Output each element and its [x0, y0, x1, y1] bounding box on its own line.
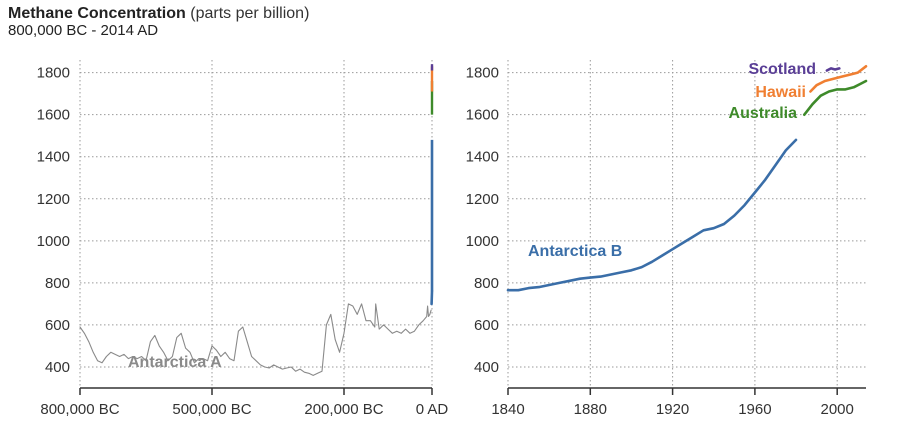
series-label-scotland: Scotland	[748, 61, 816, 78]
right-y-tick-label: 1000	[466, 233, 499, 250]
right-x-tick-label: 1840	[491, 401, 524, 418]
right-x-tick-label: 1880	[574, 401, 607, 418]
right-panel-modern: 400 600 800 1000 1200 1400 1600 1800 1840 1880 192…	[466, 60, 868, 418]
left-x-tick-label: 500,000 BC	[172, 401, 251, 418]
chart-units: (parts per billion)	[190, 5, 310, 22]
right-x-tick-label: 1960	[738, 401, 771, 418]
chart-subtitle: 800,000 BC - 2014 AD	[8, 22, 159, 39]
title-line: Methane Concentration (parts per billion…	[8, 5, 309, 22]
left-y-tick-label: 400	[45, 359, 70, 376]
series-label-antarctica-b: Antarctica B	[528, 243, 622, 260]
left-y-tick-label: 1600	[37, 107, 70, 124]
right-y-tick-label: 1200	[466, 191, 499, 208]
left-y-tick-label: 800	[45, 275, 70, 292]
series-line-antarctica-a	[79, 303, 432, 376]
right-y-tick-label: 1600	[466, 107, 499, 124]
chart-header: Methane Concentration (parts per billion…	[8, 5, 309, 39]
series-line-antarctica-b	[506, 138, 798, 292]
right-x-tick-label: 2000	[821, 401, 854, 418]
left-y-tick-label: 1800	[37, 65, 70, 82]
left-x-tick-label: 0 AD	[416, 401, 449, 418]
left-x-tick-label: 200,000 BC	[304, 401, 383, 418]
left-y-tick-label: 1200	[37, 191, 70, 208]
right-y-tick-label: 600	[474, 317, 499, 334]
left-y-tick-label: 1400	[37, 149, 70, 166]
series-label-antarctica-a: Antarctica A	[128, 354, 222, 371]
left-y-tick-label: 600	[45, 317, 70, 334]
series-line-australia	[802, 79, 868, 116]
left-panel-long-term: 400 600 800 1000 1200 1400 1600 1800 800,000 BC 5…	[37, 60, 449, 418]
right-y-tick-label: 800	[474, 275, 499, 292]
right-y-tick-label: 400	[474, 359, 499, 376]
series-label-australia: Australia	[729, 105, 798, 122]
right-y-tick-label: 1800	[466, 65, 499, 82]
right-y-tick-label: 1400	[466, 149, 499, 166]
series-line-hawaii	[809, 65, 868, 93]
left-y-tick-label: 1000	[37, 233, 70, 250]
chart-title: Methane Concentration	[8, 5, 186, 22]
right-x-tick-label: 1920	[656, 401, 689, 418]
series-line-scotland	[825, 67, 841, 72]
series-label-hawaii: Hawaii	[755, 84, 806, 101]
left-x-tick-label: 800,000 BC	[40, 401, 119, 418]
